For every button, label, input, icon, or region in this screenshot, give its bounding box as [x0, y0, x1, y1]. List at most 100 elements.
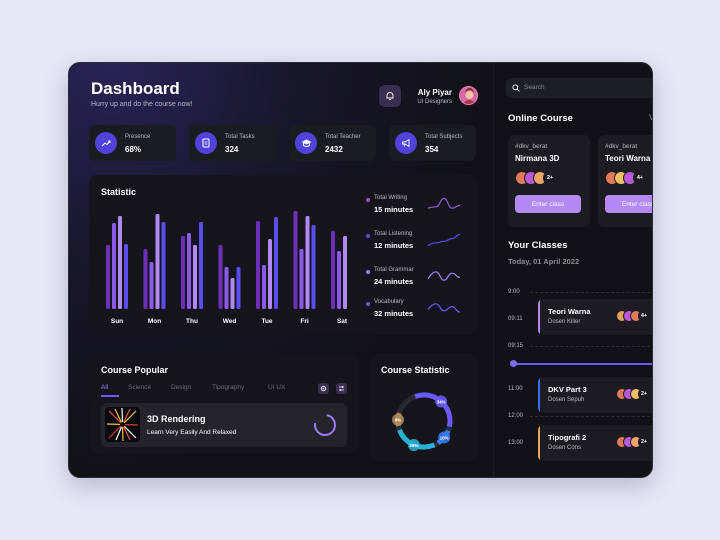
- stat-value: 68%: [125, 145, 142, 154]
- bar-wed-4: [236, 267, 241, 309]
- participant-avatars: 4+: [605, 171, 652, 187]
- tab-design[interactable]: Design: [171, 384, 192, 391]
- bar-wed-3: [230, 278, 235, 309]
- legend-dot: [366, 234, 370, 238]
- current-time-marker: [510, 360, 517, 367]
- stat-card-teacher[interactable]: Total Teacher 2432: [289, 125, 376, 161]
- bar-tue-2: [262, 265, 266, 309]
- class-color-bar: [538, 425, 540, 461]
- x-tick-label: Wed: [223, 318, 237, 325]
- avatar-face-icon: [463, 88, 476, 104]
- enter-class-button[interactable]: Enter class: [605, 195, 652, 213]
- bar-sun-1: [106, 245, 110, 309]
- time-label: 9:00: [508, 289, 520, 295]
- chart-growth-icon: [95, 132, 117, 154]
- bar-tue-4: [274, 217, 278, 309]
- filter-button[interactable]: [336, 383, 347, 394]
- stat-label: Total Subjects: [425, 134, 463, 140]
- stat-value: 2432: [325, 145, 343, 154]
- bar-thu-1: [181, 236, 185, 309]
- bar-sat-1: [331, 231, 335, 309]
- bar-fri-3: [305, 216, 310, 309]
- bar-wed-2: [224, 267, 229, 309]
- class-name: Tipografi 2: [548, 433, 587, 442]
- stat-label: Total Tasks: [225, 134, 255, 140]
- current-time-line: [512, 363, 652, 365]
- class-name: Teori Warna: [548, 307, 591, 316]
- stat-label: Presence: [125, 134, 151, 140]
- view-all-link[interactable]: V: [649, 113, 652, 122]
- sparkline-group: [427, 197, 461, 313]
- bar-sat-3: [343, 236, 347, 309]
- more-participants: 2+: [543, 171, 557, 185]
- enter-class-button[interactable]: Enter class: [515, 195, 581, 213]
- class-card[interactable]: DKV Part 3 Dosen Sepuh 2+: [538, 377, 652, 413]
- user-name: Aly Piyar: [417, 88, 452, 97]
- graduation-cap-icon: [295, 132, 317, 154]
- statistic-panel: Statistic Sun Mon Thu Wed Tue Fri Sat Total Wr…: [89, 175, 477, 335]
- legend-dot: [366, 198, 370, 202]
- course-popular-title: Course Popular: [101, 365, 169, 375]
- tab-active-indicator: [101, 395, 119, 397]
- bar-fri-1: [293, 211, 298, 309]
- time-label: 13:00: [508, 440, 524, 446]
- legend-value: 32 minutes: [374, 309, 414, 318]
- class-lecturer: Dosen Killer: [548, 319, 581, 325]
- course-statistic-donut: 34% 10% 26% 8%: [392, 392, 453, 451]
- tab-all[interactable]: All: [101, 384, 109, 391]
- bar-mon-3: [155, 214, 160, 309]
- time-label: 11:00: [508, 386, 523, 392]
- bar-mon-4: [161, 222, 166, 309]
- time-label: 09:11: [508, 316, 523, 322]
- donut-label: 8%: [395, 418, 402, 423]
- bar-wed-1: [218, 245, 223, 309]
- sparkline-4: [427, 303, 461, 313]
- course-title: Teori Warna: [605, 154, 651, 163]
- legend-label: Total Listening: [374, 231, 413, 237]
- course-name: 3D Rendering: [147, 414, 206, 424]
- course-title: Nirmana 3D: [515, 154, 560, 163]
- bar-fri-4: [311, 225, 316, 309]
- more-participants: 4+: [633, 171, 647, 185]
- tab-tipography[interactable]: Tipography: [212, 384, 245, 391]
- legend-value: 15 minutes: [374, 205, 414, 214]
- search-input[interactable]: Search: [506, 78, 652, 98]
- bar-thu-4: [199, 222, 203, 309]
- x-tick-label: Fri: [300, 318, 309, 325]
- online-course-title: Online Course: [508, 113, 573, 124]
- stat-card-tasks[interactable]: Total Tasks 324: [189, 125, 276, 161]
- right-sidebar: Search Online Course V #dkv_berat Nirman…: [493, 63, 652, 477]
- legend-label: Vocabulary: [374, 299, 404, 305]
- statistic-bar-chart: Sun Mon Thu Wed Tue Fri Sat: [106, 211, 348, 325]
- avatar[interactable]: [459, 86, 478, 105]
- tab-science[interactable]: Science: [128, 384, 152, 391]
- x-tick-label: Sun: [111, 318, 123, 325]
- user-role: UI Designers: [417, 99, 452, 105]
- more-participants: 2+: [638, 388, 650, 400]
- class-lecturer: Dosen Cons: [548, 445, 582, 451]
- participant-avatars: 2+: [616, 388, 652, 402]
- search-icon: [512, 84, 520, 92]
- notification-button[interactable]: [379, 85, 401, 107]
- x-tick-label: Sat: [337, 318, 348, 325]
- settings-button[interactable]: [318, 383, 329, 394]
- search-placeholder: Search: [524, 84, 545, 91]
- class-card[interactable]: Tipografi 2 Dosen Cons 2+: [538, 425, 652, 461]
- sliders-icon: [339, 386, 344, 391]
- online-course-card: #dkv_berat Teori Warna 4+ Enter class: [598, 135, 652, 227]
- donut-slice-3: [395, 392, 453, 450]
- class-lecturer: Dosen Sepuh: [548, 397, 585, 403]
- sparkline-2: [427, 233, 461, 247]
- donut-label: 26%: [409, 443, 418, 448]
- stat-card-presence[interactable]: Presence 68%: [89, 125, 176, 161]
- document-icon: [195, 132, 217, 154]
- participant-avatars: 2+: [616, 436, 652, 450]
- course-item[interactable]: 3D Rendering Learn Very Easily And Relax…: [101, 403, 347, 447]
- tab-ui-ux[interactable]: UI UX: [268, 384, 286, 391]
- donut-label-badge: [407, 438, 420, 451]
- participant-avatars: 4+: [616, 310, 652, 324]
- class-card[interactable]: Teori Warna Dosen Killer 4+: [538, 299, 652, 335]
- today-date: Today, 01 April 2022: [508, 257, 580, 266]
- stat-card-subjects[interactable]: Total Subjects 354: [389, 125, 476, 161]
- stat-label: Total Teacher: [325, 134, 361, 140]
